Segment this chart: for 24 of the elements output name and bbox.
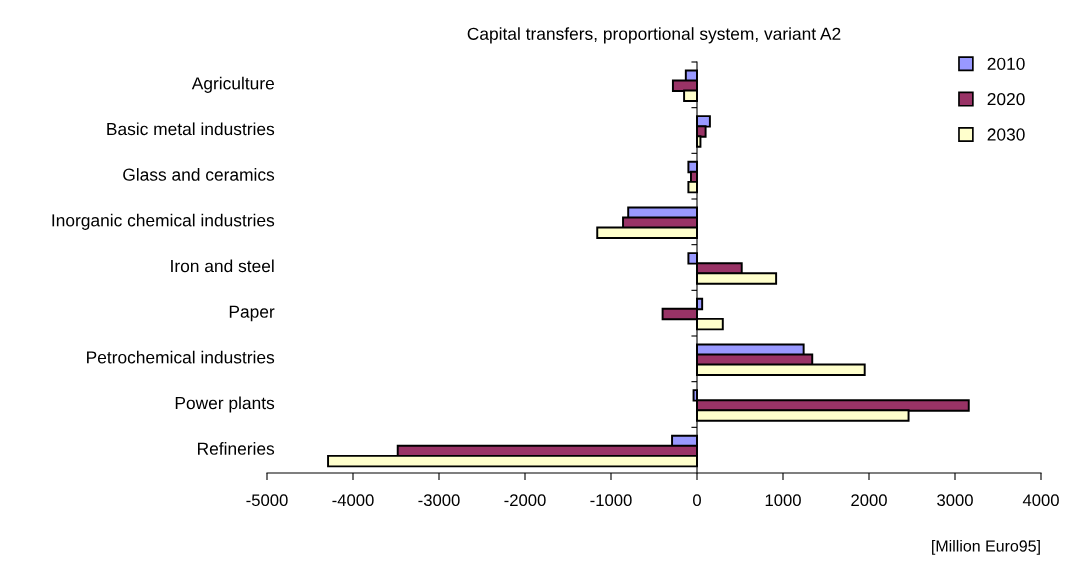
y-tick-label: Glass and ceramics (123, 168, 275, 181)
x-tick-label: 4000 (1022, 494, 1059, 507)
chart-title: Capital transfers, proportional system, variant A2 (467, 27, 841, 44)
x-tick-label: 2000 (851, 494, 887, 507)
y-tick-label: Agriculture (191, 76, 274, 93)
x-tick-label: -5000 (246, 494, 288, 507)
y-tick-label: Basic metal industries (107, 122, 275, 136)
x-tick-label: 0 (693, 494, 701, 507)
legend-label: 2020 (987, 93, 1025, 106)
legend-label: 2010 (987, 57, 1025, 70)
x-tick-label: -3000 (418, 494, 460, 507)
x-axis-title: [Million Euro95] (932, 539, 1040, 555)
legend-label: 2030 (987, 128, 1025, 141)
x-tick-label: -4000 (332, 494, 374, 507)
y-tick-label: Refineries (198, 442, 275, 455)
y-tick-label: Iron and steel (171, 259, 274, 273)
y-tick-label: Inorganic chemical industries (52, 213, 275, 230)
y-tick-label: Paper (229, 305, 275, 322)
x-tick-label: 3000 (937, 494, 973, 507)
x-tick-label: -1000 (590, 494, 632, 507)
y-tick-label: Power plants (175, 396, 275, 413)
y-tick-label: Petrochemical industries (87, 350, 275, 364)
x-tick-label: -2000 (504, 494, 546, 507)
x-tick-label: 1000 (765, 494, 801, 507)
